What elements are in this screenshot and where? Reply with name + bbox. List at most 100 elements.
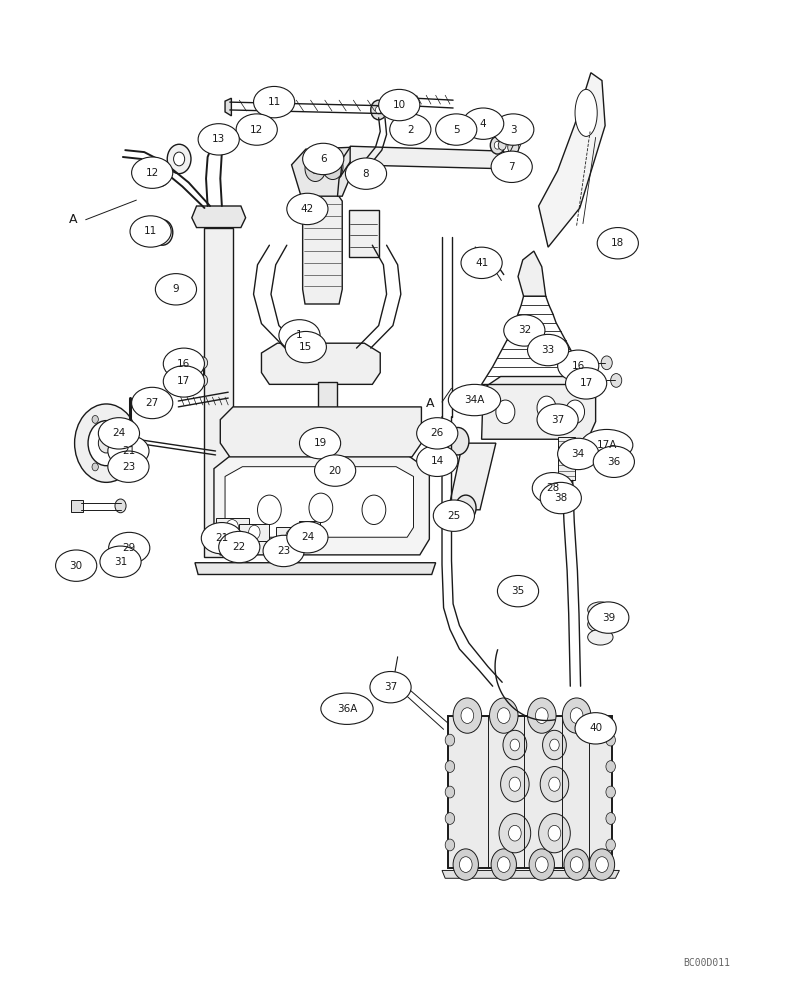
Circle shape bbox=[150, 163, 170, 186]
Text: 40: 40 bbox=[589, 723, 602, 733]
Circle shape bbox=[507, 140, 519, 154]
Bar bbox=[348, 210, 379, 257]
Circle shape bbox=[564, 849, 589, 880]
Circle shape bbox=[549, 777, 560, 791]
Circle shape bbox=[445, 839, 455, 851]
Ellipse shape bbox=[417, 445, 458, 476]
Circle shape bbox=[453, 698, 482, 733]
Ellipse shape bbox=[389, 114, 431, 145]
Polygon shape bbox=[225, 467, 414, 537]
Ellipse shape bbox=[201, 523, 242, 554]
Text: 38: 38 bbox=[554, 493, 567, 503]
Circle shape bbox=[496, 400, 515, 424]
Circle shape bbox=[156, 170, 164, 180]
Circle shape bbox=[548, 825, 561, 841]
Ellipse shape bbox=[461, 247, 503, 279]
Circle shape bbox=[92, 415, 99, 423]
Ellipse shape bbox=[99, 418, 140, 449]
Circle shape bbox=[376, 106, 382, 114]
Ellipse shape bbox=[303, 143, 344, 175]
Ellipse shape bbox=[198, 124, 239, 155]
Ellipse shape bbox=[345, 158, 386, 189]
Ellipse shape bbox=[433, 500, 474, 531]
Circle shape bbox=[570, 857, 583, 872]
Ellipse shape bbox=[370, 672, 411, 703]
Text: 1: 1 bbox=[297, 330, 303, 340]
Ellipse shape bbox=[155, 274, 196, 305]
Text: 32: 32 bbox=[518, 325, 531, 335]
Ellipse shape bbox=[558, 350, 599, 381]
Text: 31: 31 bbox=[114, 557, 127, 567]
Polygon shape bbox=[262, 343, 381, 384]
Polygon shape bbox=[225, 98, 231, 116]
Circle shape bbox=[447, 132, 453, 139]
Circle shape bbox=[226, 520, 238, 535]
Text: 25: 25 bbox=[448, 511, 461, 521]
Text: 21: 21 bbox=[122, 446, 135, 456]
Bar bbox=[71, 500, 82, 512]
Circle shape bbox=[494, 141, 501, 149]
Text: 12: 12 bbox=[145, 168, 159, 178]
Circle shape bbox=[445, 734, 455, 746]
Ellipse shape bbox=[132, 387, 173, 419]
Text: 41: 41 bbox=[475, 258, 488, 268]
Text: A: A bbox=[426, 397, 435, 410]
Polygon shape bbox=[318, 382, 338, 422]
Ellipse shape bbox=[541, 482, 582, 514]
Circle shape bbox=[499, 814, 531, 853]
Circle shape bbox=[371, 100, 386, 120]
Circle shape bbox=[510, 739, 520, 751]
Circle shape bbox=[606, 839, 616, 851]
Text: 17: 17 bbox=[579, 378, 593, 388]
Circle shape bbox=[258, 495, 281, 524]
Text: 16: 16 bbox=[571, 361, 585, 371]
Circle shape bbox=[445, 761, 455, 772]
Ellipse shape bbox=[107, 435, 149, 467]
Text: 4: 4 bbox=[480, 119, 486, 129]
Circle shape bbox=[443, 127, 457, 144]
Bar bbox=[558, 437, 575, 480]
Circle shape bbox=[501, 767, 529, 802]
Circle shape bbox=[174, 152, 185, 166]
Ellipse shape bbox=[321, 693, 373, 724]
Ellipse shape bbox=[417, 418, 458, 449]
Ellipse shape bbox=[379, 89, 420, 121]
Polygon shape bbox=[214, 455, 429, 555]
Circle shape bbox=[362, 495, 385, 524]
Ellipse shape bbox=[558, 438, 599, 470]
Text: A: A bbox=[69, 213, 78, 226]
Circle shape bbox=[74, 404, 138, 482]
Circle shape bbox=[541, 767, 569, 802]
Polygon shape bbox=[292, 147, 356, 196]
Circle shape bbox=[498, 857, 510, 872]
Text: 18: 18 bbox=[611, 238, 625, 248]
Text: 15: 15 bbox=[299, 342, 313, 352]
Text: 7: 7 bbox=[508, 162, 515, 172]
Text: 33: 33 bbox=[541, 345, 555, 355]
Circle shape bbox=[595, 857, 608, 872]
Ellipse shape bbox=[498, 575, 539, 607]
Circle shape bbox=[566, 400, 584, 424]
Text: 36: 36 bbox=[608, 457, 621, 467]
Text: 37: 37 bbox=[384, 682, 398, 692]
Circle shape bbox=[445, 786, 455, 798]
Text: 13: 13 bbox=[212, 134, 225, 144]
Circle shape bbox=[537, 396, 556, 420]
Circle shape bbox=[305, 156, 326, 182]
Text: 34A: 34A bbox=[465, 395, 485, 405]
Ellipse shape bbox=[56, 550, 97, 581]
Ellipse shape bbox=[314, 455, 356, 486]
Polygon shape bbox=[518, 251, 545, 296]
Circle shape bbox=[92, 463, 99, 471]
Ellipse shape bbox=[236, 114, 277, 145]
Polygon shape bbox=[448, 443, 496, 510]
Text: 30: 30 bbox=[69, 561, 82, 571]
Circle shape bbox=[456, 495, 476, 521]
Ellipse shape bbox=[107, 451, 149, 482]
Ellipse shape bbox=[597, 228, 638, 259]
Text: 24: 24 bbox=[301, 532, 314, 542]
Text: 35: 35 bbox=[511, 586, 524, 596]
Circle shape bbox=[99, 433, 114, 453]
Ellipse shape bbox=[503, 315, 545, 346]
Circle shape bbox=[498, 708, 510, 723]
